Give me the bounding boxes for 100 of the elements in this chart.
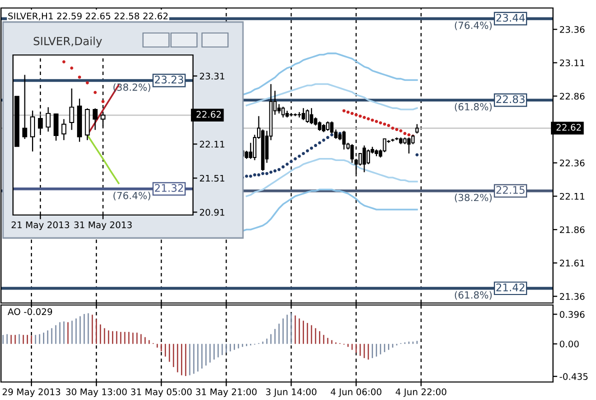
chart-title: SILVER,Daily [34,36,102,48]
candlestick [318,120,322,132]
ref-line-label: 22.83 [496,95,525,104]
point [395,128,398,132]
y-tick-label: 0.00 [560,340,579,348]
annotation: (61.8%) [454,291,492,300]
point [273,169,277,172]
point [314,144,318,148]
candlestick [407,136,411,154]
y-tick-label: 21.51 [200,174,224,182]
y-tick-label: 22.11 [200,140,224,148]
point [302,152,305,156]
line-series [242,188,418,232]
candlestick [22,74,28,140]
candlestick [46,106,51,132]
point [253,173,256,176]
ref-line-label: 22.62 [556,124,581,131]
y-tick-label: 0.396 [560,311,585,318]
point [362,116,366,120]
point [70,66,74,70]
candlestick [92,108,98,130]
point [286,162,289,166]
point [282,165,285,168]
point [350,112,354,116]
candlestick [342,130,346,150]
ref-line-label: 23.23 [154,76,184,84]
y-tick-label: 21.61 [560,260,584,267]
point [358,114,362,118]
x-tick-label: 31 May 05:00 [131,388,192,397]
point [354,113,358,116]
candlestick [415,124,419,134]
y-tick-label: 23.31 [200,72,224,80]
point [245,174,248,178]
candlestick [326,120,330,132]
y-tick-label: 21.36 [560,293,585,300]
point [265,172,268,176]
candlestick [54,112,58,142]
x-tick-label: 3 Jun 14:00 [266,388,316,397]
x-tick-label: 30 May 13:00 [66,388,127,397]
point [330,133,334,136]
ref-line-label: 22.62 [196,110,221,118]
point [78,76,82,79]
x-tick-label: 29 May 2013 [2,388,60,397]
point [310,146,314,150]
point [370,118,374,122]
point [383,122,386,126]
point [407,133,410,136]
point [101,100,105,104]
point [294,157,297,160]
point [290,160,293,164]
point [269,170,272,174]
ref-line-label: 23.44 [496,14,525,22]
point [277,168,281,172]
candlestick [277,104,281,114]
y-tick-label: 22.11 [560,192,584,200]
annotation: (76.4%) [454,21,492,30]
point [399,129,402,132]
y-tick-label: 21.86 [560,226,585,234]
chart-title: AO -0.029 [8,308,52,316]
annotation: (38.2%) [454,194,492,202]
point [346,110,350,114]
point [342,109,346,112]
annotation: (76.4%) [113,192,150,200]
ref-line-label: 21.32 [154,184,183,192]
y-tick-label: 22.86 [560,92,585,100]
line-series [246,83,418,110]
y-tick-label: 23.36 [560,26,585,33]
candlestick [330,120,334,134]
x-tick-label: 21 May 2013 [12,221,70,230]
candlestick [306,108,310,124]
point [391,126,394,130]
line-series [246,158,418,198]
candlestick [366,148,370,165]
point [257,173,260,176]
x-tick-label: 4 Jun 06:00 [330,388,382,397]
candlestick [310,108,314,125]
ref-line-label: 21.42 [496,283,524,292]
candlestick [61,118,66,141]
ref-line-label: 22.15 [496,186,524,194]
line-series [242,52,418,96]
point [326,136,330,140]
point [403,132,406,136]
point [415,153,419,156]
point [261,172,264,176]
x-tick-label: 31 May 2013 [74,221,132,230]
point [94,90,97,94]
chart-title: SILVER,H1 22.59 22.65 22.58 22.62 [8,12,168,20]
candlestick [362,144,366,173]
candlestick [382,138,386,153]
y-tick-label: 20.91 [200,208,224,216]
point [366,117,370,120]
y-tick-label: -0.435 [560,373,588,380]
point [306,149,309,152]
point [62,60,66,64]
candlestick [30,110,36,152]
point [249,174,252,178]
y-tick-label: 23.11 [560,59,584,66]
point [378,121,382,124]
point [318,141,322,144]
point [374,120,378,124]
